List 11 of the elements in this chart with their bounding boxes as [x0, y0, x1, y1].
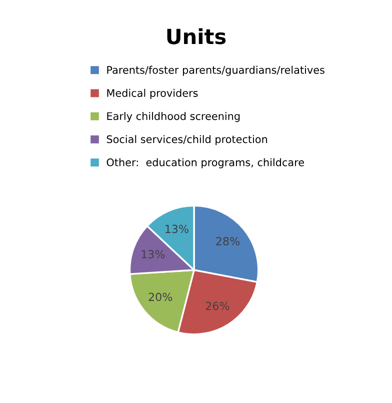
legend-label: Other: education programs, childcare: [106, 158, 304, 168]
legend-label: Parents/foster parents/guardians/relatives: [107, 66, 324, 76]
legend-label: Early childhood screening: [107, 112, 240, 122]
data-label: 20%: [148, 292, 172, 302]
data-label: 28%: [216, 236, 240, 246]
data-label: 13%: [166, 224, 188, 234]
data-label: 13%: [142, 250, 165, 258]
chart-title: Units: [167, 28, 226, 44]
legend-label: Social services/child protection: [106, 135, 268, 146]
legend-label: Medical providers: [107, 88, 198, 99]
data-label: 26%: [206, 302, 230, 310]
